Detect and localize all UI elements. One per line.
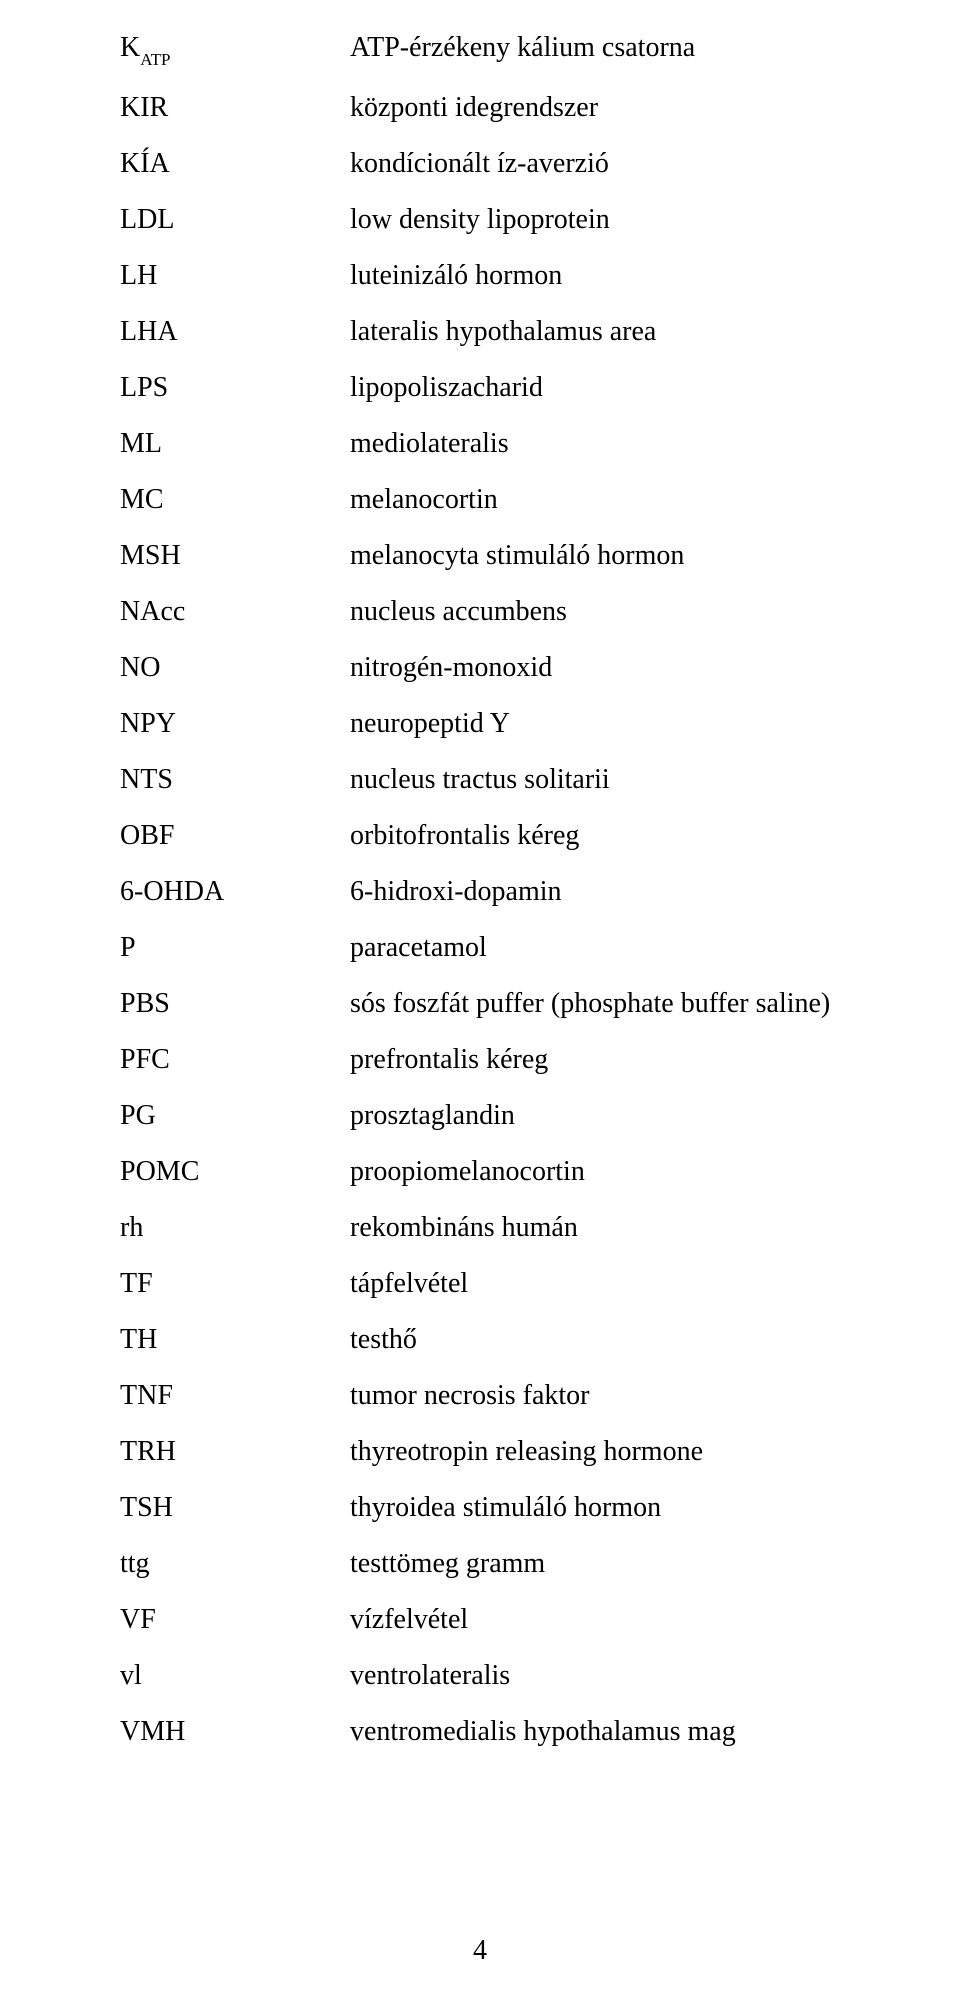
page-number: 4: [0, 1935, 960, 1967]
definition: testhő: [350, 1312, 840, 1368]
abbr-ttg: ttg: [120, 1536, 350, 1592]
definition: melanocyta stimuláló hormon: [350, 528, 840, 584]
abbr-kir: KIR: [120, 80, 350, 136]
abbr-pomc: POMC: [120, 1144, 350, 1200]
abbr-lps: LPS: [120, 360, 350, 416]
definition: thyroidea stimuláló hormon: [350, 1480, 840, 1536]
glossary-row: NPY neuropeptid Y: [120, 696, 840, 752]
definition: thyreotropin releasing hormone: [350, 1424, 840, 1480]
definition: nucleus accumbens: [350, 584, 840, 640]
abbr-kia: KÍA: [120, 136, 350, 192]
glossary-row: VF vízfelvétel: [120, 1592, 840, 1648]
abbr-ohda: 6-OHDA: [120, 864, 350, 920]
glossary-row: VMH ventromedialis hypothalamus mag: [120, 1704, 840, 1760]
abbr-no: NO: [120, 640, 350, 696]
abbr-tf: TF: [120, 1256, 350, 1312]
glossary-row: LH luteinizáló hormon: [120, 248, 840, 304]
definition: sós foszfát puffer (phosphate buffer sal…: [350, 976, 840, 1032]
glossary-row: NO nitrogén-monoxid: [120, 640, 840, 696]
definition: rekombináns humán: [350, 1200, 840, 1256]
definition: mediolateralis: [350, 416, 840, 472]
definition: ATP-érzékeny kálium csatorna: [350, 20, 840, 76]
definition: vízfelvétel: [350, 1592, 840, 1648]
glossary-row: MSH melanocyta stimuláló hormon: [120, 528, 840, 584]
glossary-row: P paracetamol: [120, 920, 840, 976]
glossary-row: NTS nucleus tractus solitarii: [120, 752, 840, 808]
abbr-p: P: [120, 920, 350, 976]
abbr-pfc: PFC: [120, 1032, 350, 1088]
glossary-row: rh rekombináns humán: [120, 1200, 840, 1256]
abbr-pg: PG: [120, 1088, 350, 1144]
glossary-row: KÍA kondícionált íz-averzió: [120, 136, 840, 192]
abbr-npy: NPY: [120, 696, 350, 752]
definition: központi idegrendszer: [350, 80, 840, 136]
abbr-vl: vl: [120, 1648, 350, 1704]
glossary-row: 6-OHDA 6-hidroxi-dopamin: [120, 864, 840, 920]
abbr-nts: NTS: [120, 752, 350, 808]
definition: nucleus tractus solitarii: [350, 752, 840, 808]
abbr-vmh: VMH: [120, 1704, 350, 1760]
definition: testtömeg gramm: [350, 1536, 840, 1592]
glossary-row: MC melanocortin: [120, 472, 840, 528]
abbr-obf: OBF: [120, 808, 350, 864]
definition: tumor necrosis faktor: [350, 1368, 840, 1424]
glossary-row: TSH thyroidea stimuláló hormon: [120, 1480, 840, 1536]
glossary-row: ML mediolateralis: [120, 416, 840, 472]
abbr-th: TH: [120, 1312, 350, 1368]
abbr-pbs: PBS: [120, 976, 350, 1032]
abbr-lh: LH: [120, 248, 350, 304]
definition: luteinizáló hormon: [350, 248, 840, 304]
abbr-lha: LHA: [120, 304, 350, 360]
glossary-row: TF tápfelvétel: [120, 1256, 840, 1312]
definition: nitrogén-monoxid: [350, 640, 840, 696]
glossary-row: POMC proopiomelanocortin: [120, 1144, 840, 1200]
definition: proopiomelanocortin: [350, 1144, 840, 1200]
glossary-row: TRH thyreotropin releasing hormone: [120, 1424, 840, 1480]
glossary-row: TNF tumor necrosis faktor: [120, 1368, 840, 1424]
glossary-row: LHA lateralis hypothalamus area: [120, 304, 840, 360]
abbr-text: K: [120, 32, 140, 63]
abbr-vf: VF: [120, 1592, 350, 1648]
abbr-katp: KATP: [120, 20, 350, 80]
abbr-ml: ML: [120, 416, 350, 472]
glossary-row: KATP ATP-érzékeny kálium csatorna: [120, 20, 840, 80]
abbr-nacc: NAcc: [120, 584, 350, 640]
definition: ventromedialis hypothalamus mag: [350, 1704, 840, 1760]
definition: orbitofrontalis kéreg: [350, 808, 840, 864]
glossary-row: NAcc nucleus accumbens: [120, 584, 840, 640]
definition: kondícionált íz-averzió: [350, 136, 840, 192]
definition: paracetamol: [350, 920, 840, 976]
abbr-msh: MSH: [120, 528, 350, 584]
definition: lipopoliszacharid: [350, 360, 840, 416]
definition: prefrontalis kéreg: [350, 1032, 840, 1088]
glossary-row: LPS lipopoliszacharid: [120, 360, 840, 416]
glossary-row: PFC prefrontalis kéreg: [120, 1032, 840, 1088]
definition: ventrolateralis: [350, 1648, 840, 1704]
glossary-row: OBF orbitofrontalis kéreg: [120, 808, 840, 864]
glossary-row: vl ventrolateralis: [120, 1648, 840, 1704]
abbr-mc: MC: [120, 472, 350, 528]
abbr-tsh: TSH: [120, 1480, 350, 1536]
definition: melanocortin: [350, 472, 840, 528]
abbr-subscript: ATP: [140, 50, 170, 69]
abbr-tnf: TNF: [120, 1368, 350, 1424]
glossary-row: TH testhő: [120, 1312, 840, 1368]
abbr-rh: rh: [120, 1200, 350, 1256]
abbr-trh: TRH: [120, 1424, 350, 1480]
glossary-row: LDL low density lipoprotein: [120, 192, 840, 248]
glossary-row: KIR központi idegrendszer: [120, 80, 840, 136]
glossary-row: ttg testtömeg gramm: [120, 1536, 840, 1592]
glossary-row: PBS sós foszfát puffer (phosphate buffer…: [120, 976, 840, 1032]
document-page: KATP ATP-érzékeny kálium csatorna KIR kö…: [0, 0, 960, 2007]
definition: tápfelvétel: [350, 1256, 840, 1312]
definition: 6-hidroxi-dopamin: [350, 864, 840, 920]
definition: neuropeptid Y: [350, 696, 840, 752]
definition: low density lipoprotein: [350, 192, 840, 248]
definition: prosztaglandin: [350, 1088, 840, 1144]
glossary-row: PG prosztaglandin: [120, 1088, 840, 1144]
abbr-ldl: LDL: [120, 192, 350, 248]
definition: lateralis hypothalamus area: [350, 304, 840, 360]
